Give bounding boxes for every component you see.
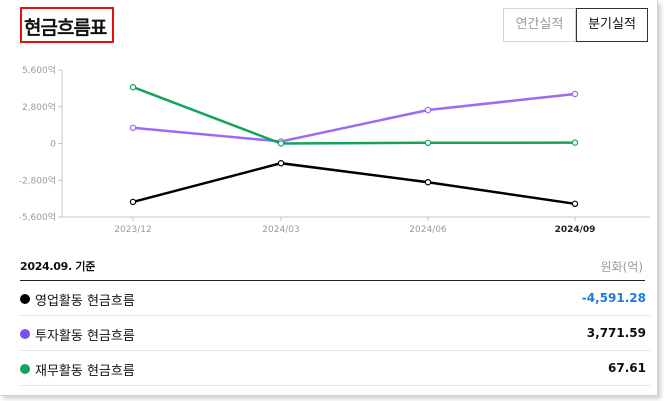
y-tick-label: 2,800억 — [22, 101, 56, 113]
series-line-financing — [132, 85, 576, 145]
basis-date: 2024.09. 기준 — [20, 260, 96, 273]
data-point-financing — [424, 139, 432, 147]
table-row-operating: 영업활동 현금흐름 -4,591.28 — [20, 281, 650, 316]
row-label: 영업활동 현금흐름 — [35, 294, 135, 309]
tab-quarterly[interactable]: 분기실적 — [576, 8, 648, 42]
page-title: 현금흐름표 — [20, 7, 115, 43]
data-point-financing — [571, 139, 579, 146]
x-tick-label: 2023/12 — [114, 225, 151, 235]
data-point-operating — [277, 159, 285, 167]
x-tick-label: 2024/06 — [409, 225, 447, 235]
y-tick-label: 5,600억 — [22, 64, 56, 76]
cashflow-line-chart: 5,600억 2,800억 0 -2,800억 -5,600억 2023/12 2024/0… — [19, 64, 650, 235]
unit-label: 원화(억) — [600, 260, 643, 274]
tab-annual[interactable]: 연간실적 — [503, 8, 576, 42]
series-marker-icon — [20, 364, 30, 374]
series-line-investing — [132, 92, 576, 143]
series-marker-icon — [20, 329, 30, 339]
table-row-investing: 투자활동 현금흐름 3,771.59 — [20, 316, 650, 351]
y-tick-label: -5,600억 — [19, 211, 56, 223]
data-point-financing — [129, 83, 137, 91]
data-point-financing — [277, 140, 285, 147]
row-value: 67.61 — [608, 361, 646, 375]
cashflow-card: 현금흐름표 연간실적 분기실적 5,600억 2,800억 0 -2,800억 -5,6… — [0, 0, 658, 396]
x-tick-label: 2024/09 — [555, 225, 596, 235]
table-divider — [20, 280, 645, 281]
series-marker-icon — [20, 294, 30, 304]
row-label: 투자활동 현금흐름 — [35, 329, 135, 344]
table-row-financing: 재무활동 현금흐름 67.61 — [20, 351, 650, 386]
data-point-operating — [424, 178, 432, 186]
data-point-investing — [129, 124, 137, 132]
y-tick-label: -2,800억 — [19, 174, 56, 186]
row-label: 재무활동 현금흐름 — [35, 364, 135, 379]
row-value: -4,591.28 — [581, 291, 646, 305]
series-line-operating — [132, 161, 576, 206]
data-point-operating — [129, 198, 137, 206]
x-tick-label: 2024/03 — [262, 225, 299, 235]
data-point-investing — [424, 106, 432, 114]
data-point-operating — [571, 200, 579, 207]
data-point-investing — [571, 90, 579, 98]
y-tick-label: 0 — [50, 140, 56, 150]
row-value: 3,771.59 — [586, 326, 646, 340]
